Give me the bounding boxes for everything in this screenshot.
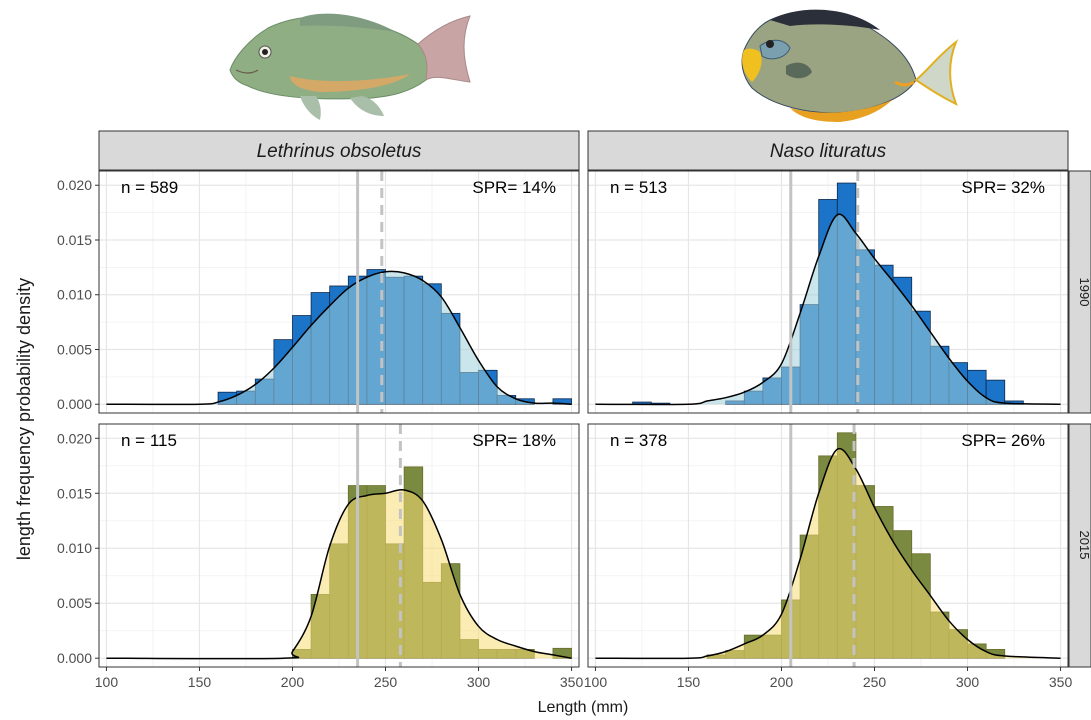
x-tick-label: 250 [374,674,398,690]
spr-label: SPR= 32% [961,178,1045,197]
y-tick-label: 0.005 [57,341,92,357]
y-tick-label: 0.005 [57,595,92,611]
panel-naso-1990: n = 513 SPR= 32% [588,171,1068,413]
x-tick-label: 350 [1049,674,1073,690]
x-tick-label: 200 [770,674,794,690]
x-tick-label: 150 [188,674,212,690]
y-axis-title: length frequency probability density [14,278,34,560]
x-tick-label: 300 [467,674,491,690]
naso-fish-icon [741,9,959,122]
spr-label: SPR= 14% [472,178,556,197]
panel-lethrinus-2015: n = 115 SPR= 18% [99,424,579,667]
strip-header-lethrinus: Lethrinus obsoletus [98,130,580,171]
panel-naso-2015: n = 378 SPR= 26% [588,424,1068,667]
panel-lethrinus-1990: n = 589 SPR= 14% [99,171,579,413]
histogram-bar [552,647,572,659]
x-tick-label: 100 [95,674,119,690]
panel-border [587,423,1069,668]
x-tick-label: 100 [584,674,608,690]
density-area [595,214,1061,405]
density-curve [595,213,1061,406]
panel-border [98,170,580,414]
sample-size-label: n = 115 [121,431,177,450]
y-tick-label: 0.010 [57,540,92,556]
x-tick-label: 300 [956,674,980,690]
y-tick-label: 0.000 [57,396,92,412]
spr-label: SPR= 26% [961,431,1045,450]
spr-label: SPR= 18% [472,431,556,450]
y-tick-label: 0.015 [57,485,92,501]
x-tick-label: 350 [560,674,584,690]
x-tick-label: 150 [677,674,701,690]
strip-label-naso: Naso lituratus [770,141,887,162]
lethrinus-fish-icon [229,13,471,120]
sample-size-label: n = 378 [610,431,667,450]
panel-border [587,170,1069,414]
x-axis-title: Length (mm) [538,699,629,716]
density-area [106,489,572,659]
y-tick-label: 0.020 [57,177,92,193]
panel-border [98,423,580,668]
density-curve [106,270,572,406]
density-area [106,271,572,405]
strip-header-naso: Naso lituratus [587,130,1069,171]
strip-label-1990: 1990 [1077,278,1091,307]
density-area [595,448,1061,659]
sample-size-label: n = 589 [121,178,178,197]
strip-label-lethrinus: Lethrinus obsoletus [257,141,422,162]
density-curve [595,447,1061,660]
strip-header-2015: 2015 [1068,423,1091,668]
x-tick-label: 200 [281,674,305,690]
y-tick-label: 0.010 [57,287,92,303]
x-tick-label: 250 [863,674,887,690]
y-tick-label: 0.015 [57,232,92,248]
strip-label-2015: 2015 [1077,531,1091,560]
panel-frames [98,170,1069,668]
y-tick-label: 0.020 [57,430,92,446]
density-curve [106,488,572,660]
axis-ticks: 0.000 0.005 0.010 0.015 0.020 0.000 0.005 0.010… [57,177,1072,690]
sample-size-label: n = 513 [610,178,667,197]
y-tick-label: 0.000 [57,650,92,666]
strip-header-1990: 1990 [1068,170,1091,414]
